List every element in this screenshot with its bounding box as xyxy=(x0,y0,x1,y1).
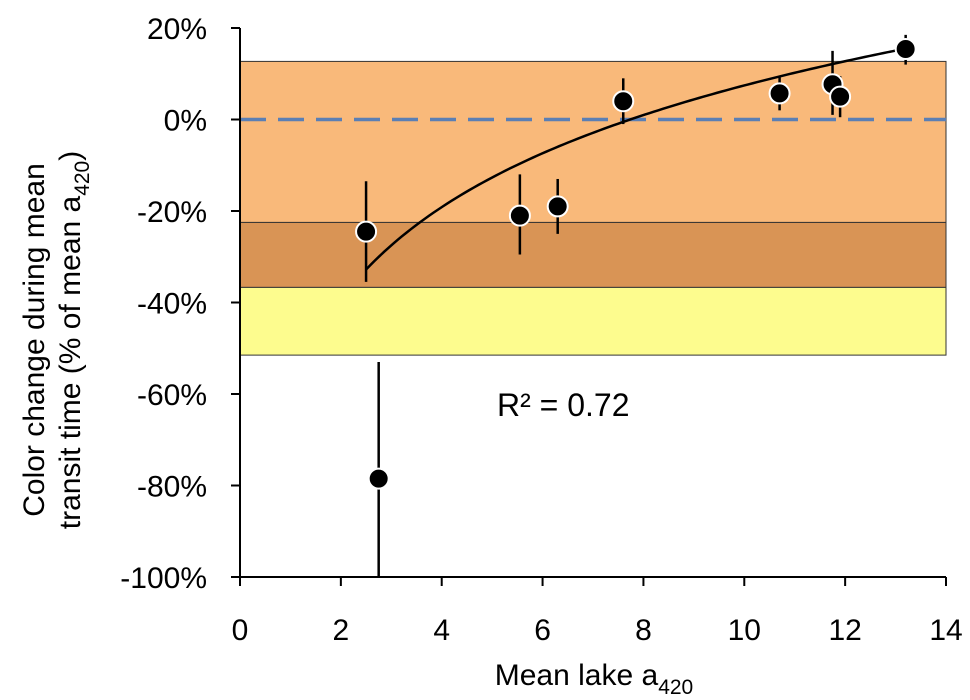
data-point-0 xyxy=(355,220,378,243)
data-point-4 xyxy=(612,90,635,113)
x-tick-label-6: 12 xyxy=(828,614,861,647)
r-squared-annotation: R² = 0.72 xyxy=(497,387,630,423)
x-tick-label-4: 8 xyxy=(635,614,652,647)
axes xyxy=(231,27,947,586)
y-axis-title-line1: Color change during mean xyxy=(18,163,51,517)
x-tick-label-3: 6 xyxy=(534,614,551,647)
y-tick-label-0: 20% xyxy=(147,13,207,46)
y-axis-title: Color change during mean transit time (%… xyxy=(18,151,94,530)
y-tick-label-2: -20% xyxy=(137,196,207,229)
data-point-7 xyxy=(829,85,852,108)
data-points xyxy=(355,38,917,490)
y-tick-label-4: -60% xyxy=(137,379,207,412)
y-tick-label-1: 0% xyxy=(164,105,207,138)
data-point-3 xyxy=(546,195,569,218)
x-tick-label-7: 14 xyxy=(929,614,962,647)
y-tick-label-5: -80% xyxy=(137,471,207,504)
data-point-1 xyxy=(367,467,390,490)
y-tick-label-3: -40% xyxy=(137,288,207,321)
x-tick-label-5: 10 xyxy=(728,614,761,647)
x-tick-label-0: 0 xyxy=(232,614,249,647)
band-1 xyxy=(239,221,947,288)
data-point-5 xyxy=(768,82,791,105)
y-axis-title-line2: transit time (% of mean a420) xyxy=(54,151,94,530)
x-tick-labels: 0 2 4 6 8 10 12 14 xyxy=(232,614,963,647)
x-tick-label-2: 4 xyxy=(433,614,450,647)
data-point-8 xyxy=(894,38,917,61)
trendline xyxy=(365,47,906,271)
band-2 xyxy=(239,286,947,356)
y-tick-label-6: -100% xyxy=(120,562,207,595)
y-tick-labels: 20% 0% -20% -40% -60% -80% -100% xyxy=(120,13,207,595)
x-axis-title: Mean lake a420 xyxy=(495,659,693,699)
data-point-2 xyxy=(508,204,531,227)
x-tick-label-1: 2 xyxy=(333,614,350,647)
